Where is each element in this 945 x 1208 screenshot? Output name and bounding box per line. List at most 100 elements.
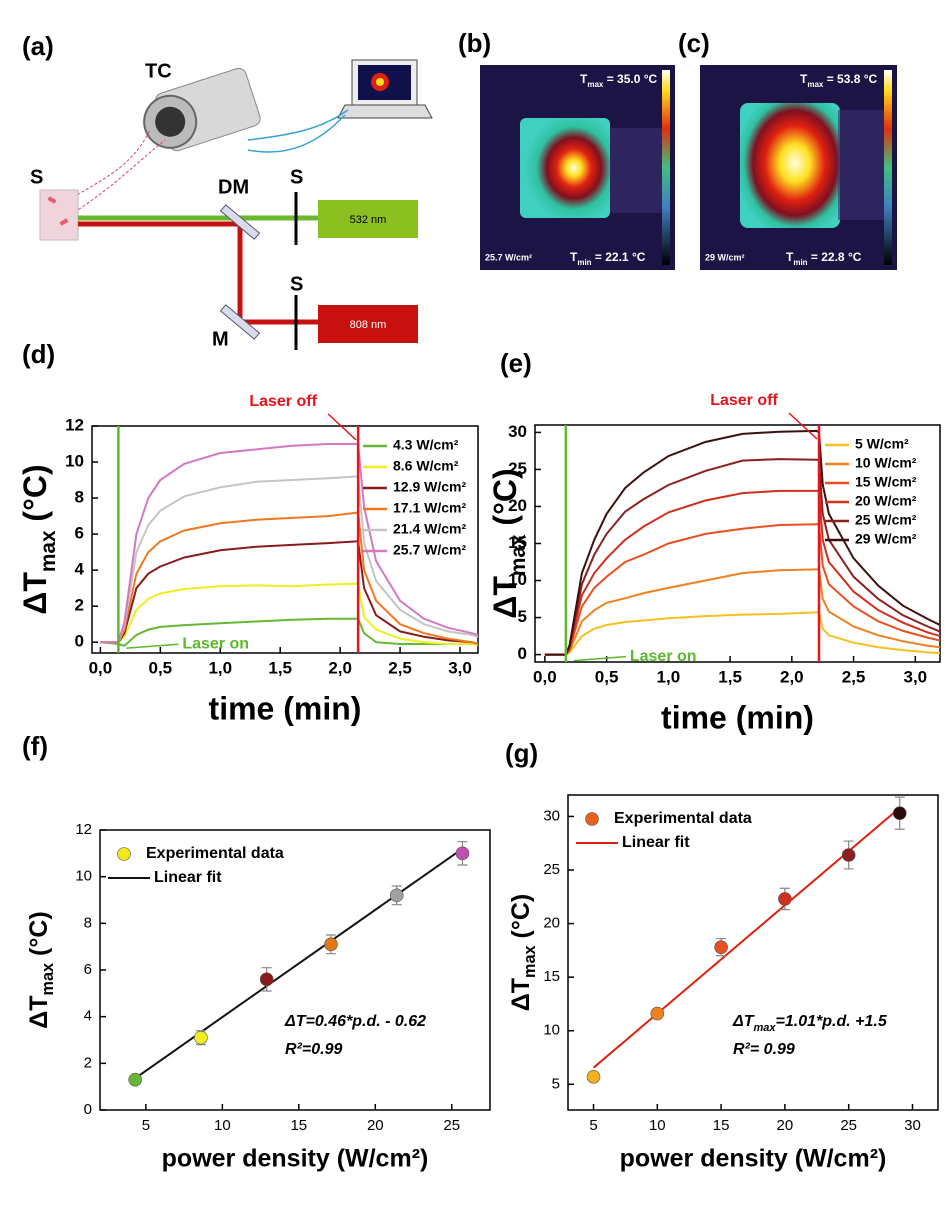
legend-swatch (117, 847, 131, 861)
series-line (544, 458, 941, 656)
label: S (30, 166, 43, 188)
tmin: min (577, 258, 591, 267)
tmax: = 53.8 °C (823, 72, 877, 86)
text-piece: ΔT (487, 576, 523, 619)
tmax: max (807, 80, 824, 89)
x-tick-label: 1,5 (718, 667, 742, 686)
text-piece: max (39, 963, 57, 996)
legend-label: 17.1 W/cm² (393, 500, 466, 516)
series-line (100, 617, 479, 647)
x-tick-label: 15 (290, 1117, 307, 1134)
text-piece: ΔT (25, 995, 53, 1028)
tmin: = 22.8 °C (808, 250, 862, 264)
series-line (100, 511, 479, 645)
tmin: Tmin = 22.8 °C (786, 250, 862, 266)
plot-frame (91, 425, 479, 654)
fit-line (134, 847, 464, 1080)
text-piece: R²=0.99 (285, 1041, 342, 1058)
annotation-arrow (126, 643, 179, 649)
data-point (128, 1072, 142, 1087)
x-tick-label: 20 (367, 1117, 384, 1134)
label: 808 nm (350, 319, 387, 331)
y-tick-label: 2 (84, 1054, 92, 1071)
dichroic-mirror (219, 204, 261, 240)
text-piece: (°C) (25, 911, 53, 963)
x-axis-label: time (min) (661, 699, 814, 735)
cable (247, 114, 346, 153)
text-piece: ΔT (732, 1013, 755, 1030)
panel-label: (g) (505, 738, 538, 768)
y-tick-label: 15 (508, 533, 527, 552)
tmin: = 22.1 °C (592, 250, 646, 264)
chart: 0 2 4 6 8 10 12 5 10 15 20 25 power density (W/cm²) Δ… (25, 821, 491, 1173)
data-point (778, 892, 792, 906)
y-tick-label: 2 (75, 596, 84, 615)
legend-label: 21.4 W/cm² (393, 521, 466, 537)
setup-diagram: TC S DM S 532 nm S M 808 nm (30, 59, 433, 350)
ir-emission (69, 139, 166, 216)
x-tick-label: 0,5 (595, 667, 619, 686)
data-point (194, 1030, 208, 1045)
legend-label: 29 W/cm² (855, 531, 917, 547)
annotation: R²=0.99 (285, 1041, 342, 1058)
text-piece: R²= 0.99 (733, 1041, 795, 1058)
x-tick-label: 0,0 (533, 667, 557, 686)
chart: 5 10 15 20 25 30 5 10 15 20 25 30 power density (W/c… (507, 794, 939, 1173)
x-axis-label: power density (W/cm²) (620, 1145, 887, 1173)
y-tick-label: 25 (508, 459, 527, 478)
x-tick-label: 5 (589, 1117, 597, 1134)
panel-label: (a) (22, 31, 54, 61)
y-tick-label: 12 (65, 415, 84, 434)
x-tick-label: 25 (443, 1117, 460, 1134)
plot-frame (567, 794, 939, 1111)
x-tick-label: 0,5 (149, 658, 173, 677)
series-line (100, 475, 479, 644)
legend-label: Experimental data (614, 810, 752, 827)
data-point (841, 848, 856, 862)
y-tick-label: 10 (508, 570, 527, 589)
series-line (544, 489, 941, 656)
data-point (892, 806, 907, 821)
text-piece: (°C) (17, 464, 53, 530)
label: S (290, 166, 303, 188)
label: 532 nm (350, 214, 387, 226)
x-tick-label: 2,5 (842, 667, 866, 686)
text-piece: ΔT=0.46*p.d. - 0.62 (284, 1013, 426, 1030)
annotation-arrow (327, 413, 357, 441)
y-axis-label: ΔTmax (°C) (25, 911, 58, 1028)
series-line (544, 523, 941, 656)
y-tick-label: 30 (508, 422, 527, 441)
panel-label: (b) (458, 28, 491, 58)
series-line (544, 568, 941, 656)
data-point (650, 1006, 665, 1021)
y-tick-label: 10 (75, 868, 92, 885)
y-tick-label: 8 (84, 914, 92, 931)
x-tick-label: 1,0 (657, 667, 681, 686)
thermal-image: Tmax = 35.0 °C 25.7 W/cm² Tmin = 22.1 °C (480, 65, 675, 270)
camera (143, 67, 261, 152)
legend-label: Linear fit (622, 834, 690, 851)
tmax: = 35.0 °C (603, 72, 657, 86)
text-piece: (°C) (507, 894, 535, 946)
y-tick-label: 12 (75, 821, 92, 838)
data-point (324, 937, 338, 952)
y-tick-label: 8 (75, 488, 84, 507)
x-tick-label: 25 (840, 1117, 857, 1134)
label: S (290, 273, 303, 295)
y-tick-label: 0 (75, 632, 84, 651)
annotation-arrow (788, 412, 818, 440)
x-tick-label: 2,0 (328, 658, 352, 677)
legend-label: 8.6 W/cm² (393, 458, 459, 474)
legend-label: 15 W/cm² (855, 474, 917, 490)
panel-label: (c) (678, 28, 710, 58)
x-tick-label: 2,0 (780, 667, 804, 686)
text-piece: max (754, 1022, 777, 1034)
data-point (259, 972, 274, 987)
red-laser (318, 305, 418, 343)
annotation: Laser on (630, 648, 697, 665)
y-tick-label: 20 (543, 915, 560, 932)
series-line (544, 429, 941, 656)
text-piece: (°C) (487, 468, 523, 534)
legend-label: 25.7 W/cm² (393, 542, 466, 558)
